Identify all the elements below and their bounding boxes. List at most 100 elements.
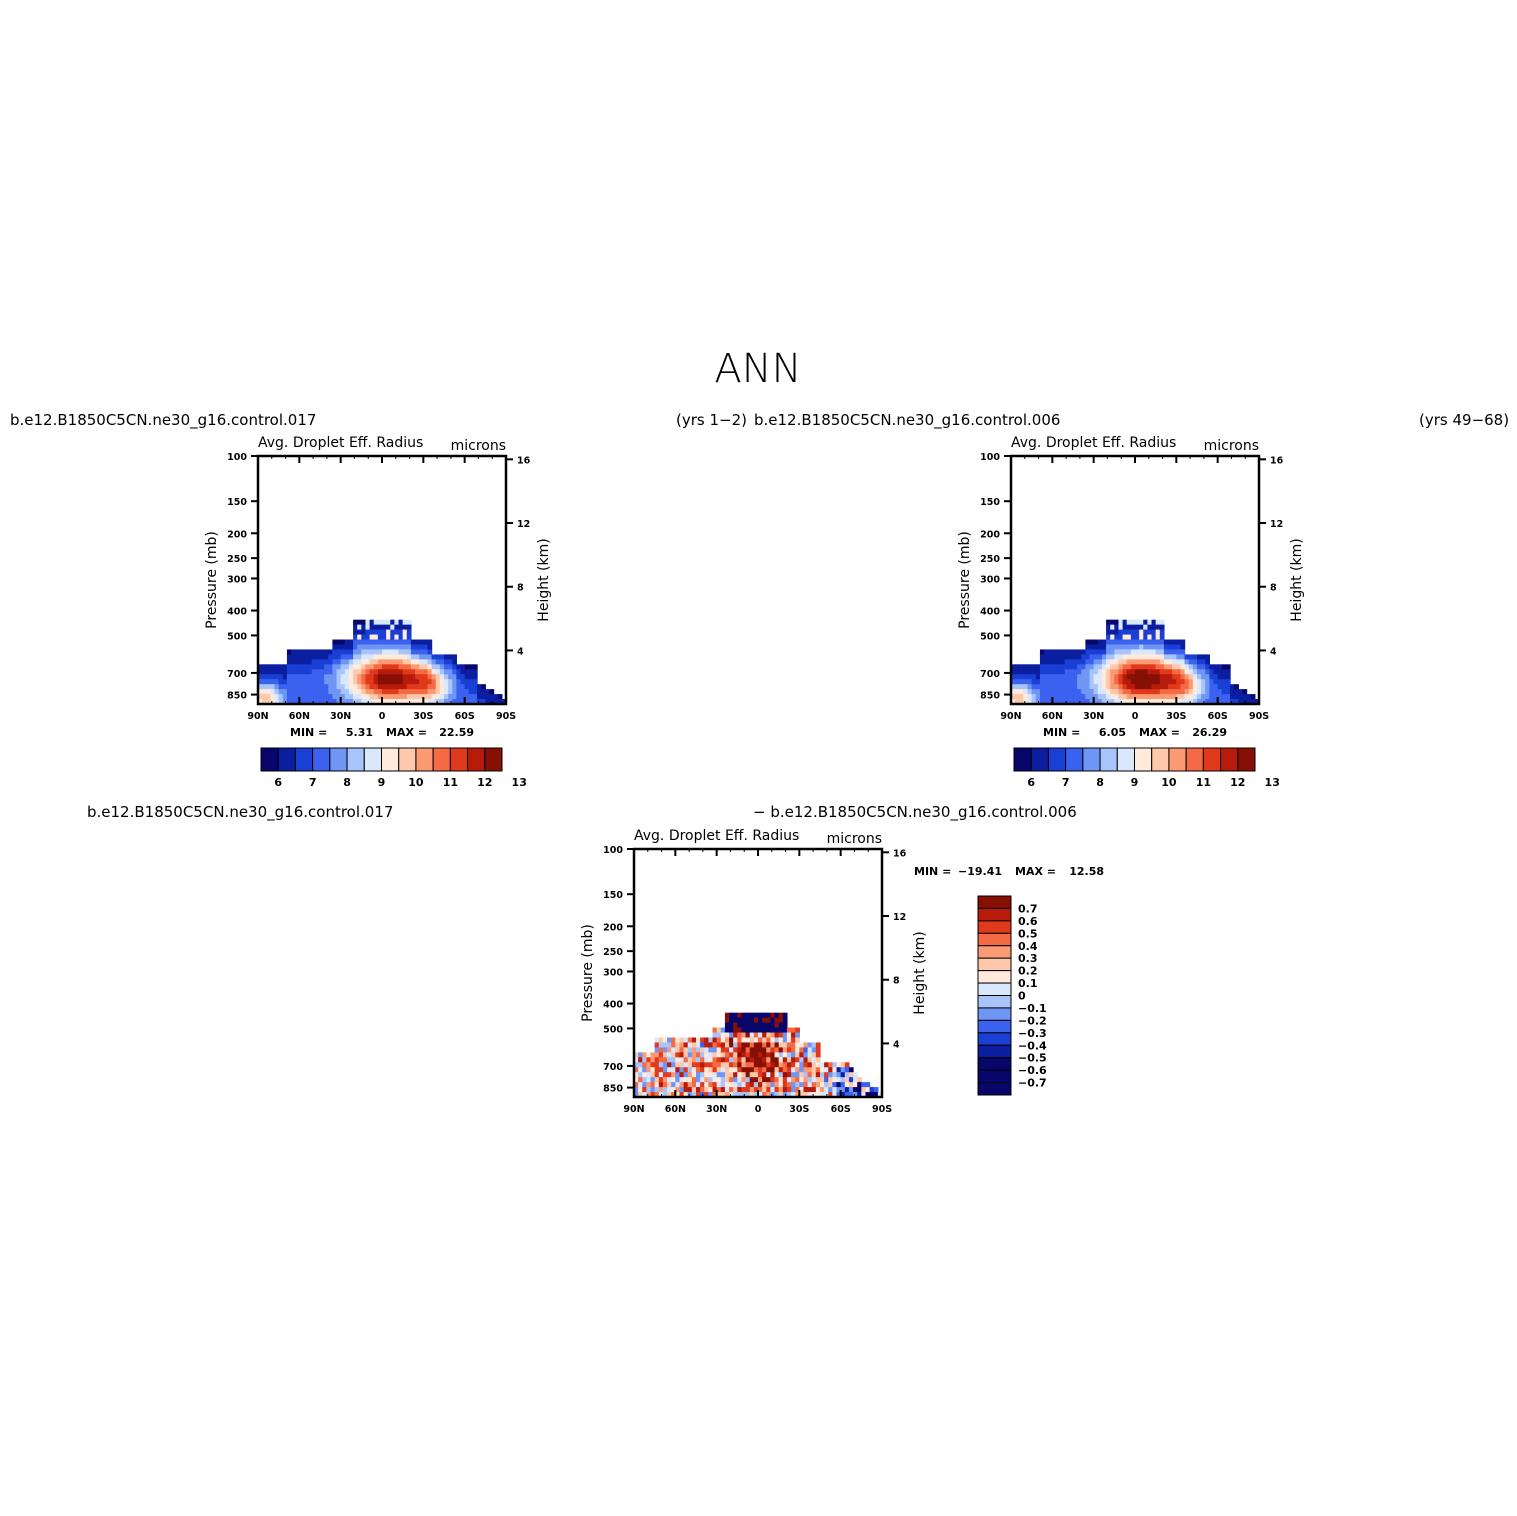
diff-field-cell — [745, 1022, 751, 1029]
left-field-cell — [419, 649, 424, 655]
right-field-cell — [1130, 694, 1136, 700]
diff-field-cell — [836, 1082, 842, 1088]
left-field-cell — [258, 664, 263, 670]
right-field-cell — [1081, 699, 1086, 705]
left-field-cell — [258, 689, 263, 695]
right-field-cell — [1135, 684, 1140, 690]
right-field-cell — [1213, 689, 1219, 695]
diff-field-cell — [770, 1082, 776, 1088]
diff-field-cell — [675, 1047, 681, 1053]
diff-field-cell — [869, 1087, 875, 1093]
right-field-cell — [1031, 699, 1037, 705]
right-min-value: 6.05 — [1099, 726, 1126, 739]
diff-field-cell — [737, 1037, 743, 1044]
diff-max-value: 12.58 — [1069, 865, 1104, 878]
right-field-cell — [1064, 684, 1070, 690]
diff-field-cell — [733, 1017, 738, 1024]
left-field-cell — [431, 699, 437, 705]
diff-field-cell — [786, 1037, 792, 1044]
left-field-cell — [299, 649, 305, 655]
right-field-cell — [1110, 664, 1115, 670]
diff-field-cell — [774, 1087, 780, 1093]
left-field-cell — [431, 654, 437, 660]
left-field-cell — [303, 664, 309, 670]
left-field-cell — [448, 689, 453, 695]
right-field-cell — [1147, 679, 1153, 685]
left-field-cell — [262, 694, 267, 700]
right-field-cell — [1135, 649, 1140, 655]
diff-field-cell — [836, 1062, 842, 1068]
left-field-cell — [291, 699, 296, 705]
left-field-cell — [481, 684, 486, 690]
left-y-tick-label: 400 — [227, 607, 247, 618]
diff-field-cell — [815, 1047, 821, 1053]
diff-field-cell — [634, 1062, 639, 1068]
right-field-cell — [1097, 644, 1103, 651]
diff-field-cell — [824, 1077, 829, 1083]
left-field-cell — [344, 669, 350, 675]
diff-field-cell — [716, 1092, 722, 1098]
left-field-cell — [377, 699, 383, 705]
diff-field-cell — [758, 1072, 763, 1078]
diff-field-cell — [795, 1057, 800, 1063]
right-field-cell — [1118, 629, 1124, 636]
diff-field-cell — [840, 1067, 846, 1073]
diff-x-tick-label: 60N — [665, 1104, 686, 1115]
left-field-cell — [386, 624, 391, 631]
left-field-cell — [320, 664, 325, 670]
diff-y2-axis-label: Height (km) — [912, 931, 928, 1014]
right-field-cell — [1168, 654, 1173, 660]
left-field-cell — [295, 649, 300, 655]
diff-field-cell — [766, 1072, 771, 1078]
diff-field-cell — [766, 1032, 771, 1039]
right-field-cell — [1135, 699, 1140, 705]
right-field-cell — [1073, 649, 1078, 655]
left-field-cell — [435, 659, 441, 665]
left-y-tick-label: 200 — [227, 529, 247, 540]
left-field-cell — [390, 624, 395, 631]
diff-field-cell — [828, 1092, 833, 1098]
diff-field-cell — [720, 1027, 726, 1034]
diff-field-cell — [642, 1072, 647, 1078]
right-field-cell — [1068, 689, 1074, 695]
diff-field-cell — [749, 1072, 755, 1078]
diff-field-cell — [691, 1087, 697, 1093]
left-field-cell — [348, 674, 354, 680]
diff-x-tick-label: 60S — [831, 1104, 851, 1115]
diff-field-cell — [658, 1077, 664, 1083]
diff-field-cell — [815, 1072, 821, 1078]
left-field-cell — [382, 624, 387, 631]
left-field-cell — [307, 684, 313, 690]
right-field-cell — [1118, 659, 1124, 665]
left-field-cell — [377, 679, 383, 685]
right-field-cell — [1052, 674, 1058, 680]
left-field-cell — [365, 619, 371, 626]
diff-field-cell — [745, 1042, 751, 1048]
left-field-cell — [373, 684, 379, 690]
left-field-cell — [365, 629, 371, 636]
left-field-cell — [419, 674, 424, 680]
left-field-cell — [472, 669, 478, 675]
diff-field-cell — [724, 1042, 730, 1048]
left-colorbar-box — [432, 747, 451, 772]
diff-field-cell — [687, 1072, 693, 1078]
diff-field-cell — [791, 1087, 796, 1093]
diff-field-cell — [766, 1027, 771, 1034]
diff-field-cell — [848, 1067, 854, 1073]
left-field-cell — [369, 694, 375, 700]
diff-field-cell — [729, 1077, 734, 1083]
diff-field — [634, 1012, 883, 1098]
right-field-cell — [1035, 669, 1041, 675]
diff-field-cell — [729, 1082, 734, 1088]
diff-field-cell — [745, 1057, 751, 1063]
diff-field-cell — [741, 1082, 747, 1088]
diff-field-cell — [716, 1062, 722, 1068]
right-field-cell — [1139, 639, 1144, 646]
diff-field-cell — [724, 1017, 730, 1024]
right-field-cell — [1052, 699, 1058, 705]
left-field-cell — [353, 694, 358, 700]
diff-field-cell — [700, 1057, 705, 1063]
left-field-cell — [295, 689, 300, 695]
left-field-cell — [348, 654, 354, 660]
left-field-cell — [262, 674, 267, 680]
